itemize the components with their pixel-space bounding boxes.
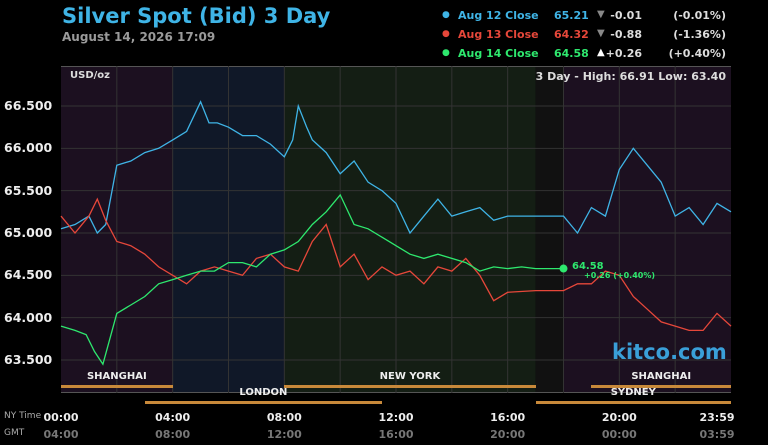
x-tick-gmt: 03:59 [699,428,735,441]
market-session-bar: SHANGHAI [591,371,731,388]
legend-dot-icon: ● [442,48,450,58]
y-tick-label: 63.500 [4,352,53,367]
legend-label: Aug 14 Close [458,47,539,60]
x-tick-gmt: 20:00 [490,428,526,441]
y-tick-label: 64.000 [4,309,53,325]
x-tick-ny: 08:00 [266,411,302,424]
y-tick-label: 65.500 [4,182,53,198]
legend-label: Aug 12 Close [458,9,539,22]
x-tick-ny: 16:00 [490,411,526,424]
x-tick-gmt: 00:00 [601,428,637,441]
arrow-down-icon: ▼ [597,9,605,20]
market-session-bar: LONDON [144,387,383,404]
last-change-label: +0.26 (+0.40%) [584,271,655,280]
x-tick-ny: 20:00 [601,411,637,424]
legend-row: ● Aug 14 Close 64.58 ▲ +0.26 (+0.40%) [440,47,730,66]
legend-percent: (+0.40%) [668,47,726,60]
legend-dot-icon: ● [442,29,450,39]
session-band [563,67,731,392]
y-tick-label: 64.500 [4,267,53,283]
legend-change: -0.01 [610,9,642,22]
legend-label: Aug 13 Close [458,28,539,41]
chart-title: Silver Spot (Bid) 3 Day [62,4,331,28]
x-tick-ny: 04:00 [155,411,191,424]
unit-label: USD/oz [70,70,110,81]
legend-change: -0.88 [610,28,642,41]
market-session-bar: NEW YORK [284,371,536,388]
y-tick-label: 66.000 [4,140,53,156]
legend-price: 64.58 [554,47,589,60]
gmt-label: GMT [4,428,25,438]
market-session-bar: SHANGHAI [61,371,173,388]
chart-timestamp: August 14, 2026 17:09 [62,30,216,44]
legend-dot-icon: ● [442,10,450,20]
last-price-marker [559,264,568,273]
x-tick-ny: 23:59 [699,411,735,424]
x-tick-ny: 12:00 [378,411,414,424]
x-tick-ny: 00:00 [43,411,79,424]
legend-row: ● Aug 13 Close 64.32 ▼ -0.88 (-1.36%) [440,28,730,47]
high-low-label: 3 Day - High: 66.91 Low: 63.40 [535,70,726,83]
arrow-up-icon: ▲ [597,47,605,58]
x-tick-gmt: 08:00 [155,428,191,441]
legend: ● Aug 12 Close 65.21 ▼ -0.01 (-0.01%) ● Aug 13 … [440,9,730,66]
legend-percent: (-0.01%) [673,9,726,22]
legend-price: 65.21 [554,9,589,22]
y-tick-label: 66.500 [4,98,53,113]
x-tick-gmt: 16:00 [378,428,414,441]
legend-change: +0.26 [605,47,642,60]
kitco-watermark: kitco.com [612,340,727,364]
session-band [284,67,536,392]
legend-percent: (-1.36%) [673,28,726,41]
x-tick-gmt: 12:00 [266,428,302,441]
legend-price: 64.32 [554,28,589,41]
series-line-2 [60,197,732,332]
market-session-bar: SYDNEY [535,387,731,404]
session-band [535,67,564,392]
last-value-label: 64.58 [572,261,604,272]
y-tick-label: 65.000 [4,225,53,240]
arrow-down-icon: ▼ [597,28,605,39]
x-tick-gmt: 04:00 [43,428,79,441]
legend-row: ● Aug 12 Close 65.21 ▼ -0.01 (-0.01%) [440,9,730,28]
ny-time-label: NY Time [4,411,42,421]
